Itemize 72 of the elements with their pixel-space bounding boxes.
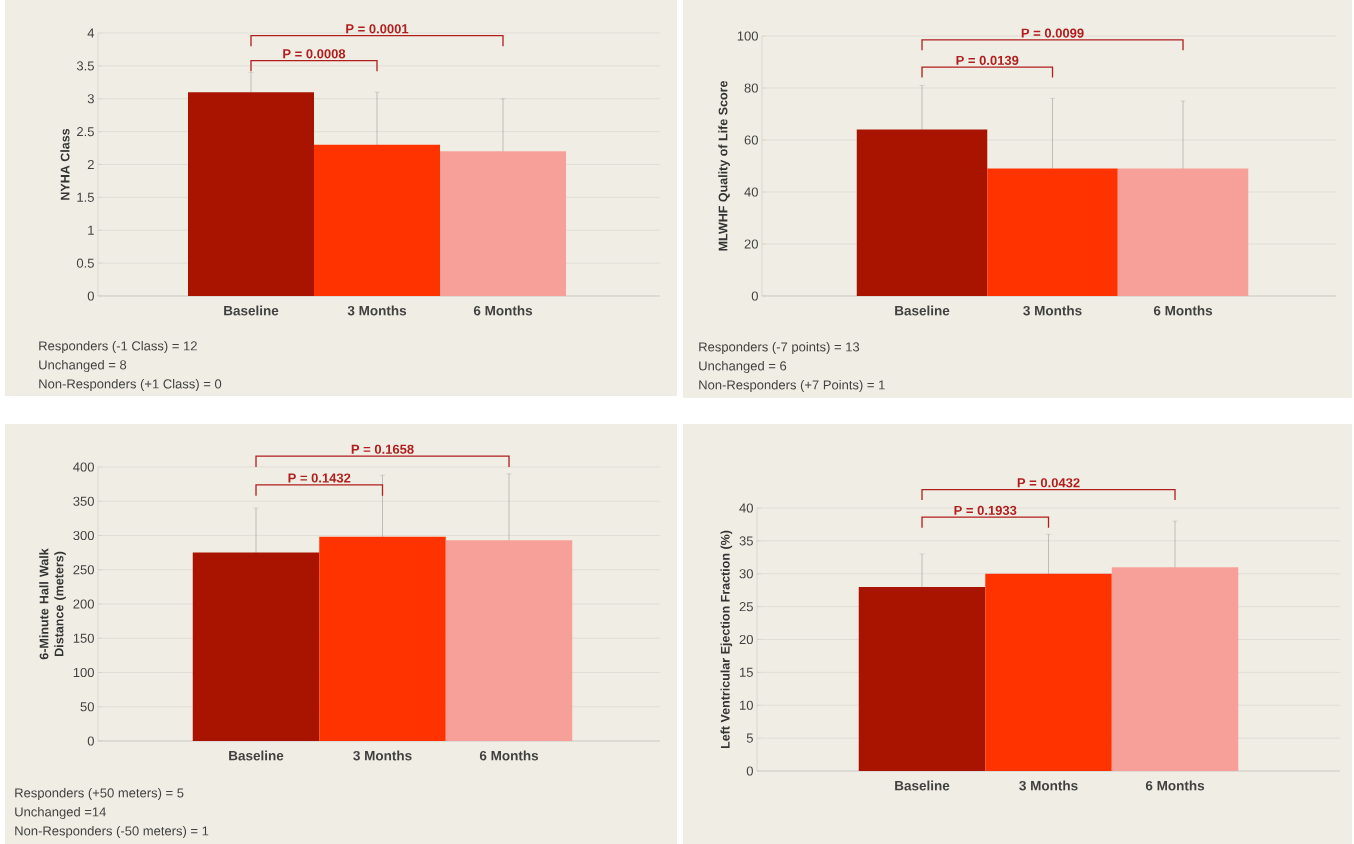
x-tick-label: 6 Months	[1153, 305, 1213, 316]
y-tick-label: 250	[73, 565, 94, 575]
y-tick-label: 3.5	[76, 61, 94, 71]
y-tick-label: 200	[73, 599, 94, 609]
y-tick-label: 5	[746, 733, 753, 743]
y-tick-label: 150	[73, 633, 94, 643]
x-tick-label: 3 Months	[1023, 305, 1082, 316]
y-tick-label: 100	[737, 31, 758, 41]
y-tick-label: 0.5	[76, 258, 94, 268]
bar	[440, 151, 567, 296]
y-axis-title: NYHA Class	[60, 128, 70, 200]
annotation: P = 0.0099	[1021, 28, 1084, 38]
text: P = 0.0432	[1017, 478, 1080, 488]
y-tick-label: 25	[739, 602, 753, 612]
annotation: P = 0.1933	[954, 505, 1017, 515]
text: Unchanged = 6	[699, 360, 787, 374]
bar	[314, 144, 440, 296]
text: Non-Responders (+7 Points) = 1	[699, 379, 885, 393]
y-tick-label: 4	[87, 28, 95, 38]
annotation: P = 0.0001	[346, 24, 409, 34]
y-tick-label: 0	[746, 766, 753, 776]
y-axis-title: 6-Minute Hall Walk Distance (meters)	[39, 548, 66, 660]
y-tick-label: 35	[739, 536, 753, 546]
text: P = 0.1658	[351, 444, 414, 454]
y-tick-label: 0	[751, 291, 758, 301]
x-tick-label: Baseline	[229, 750, 284, 761]
x-tick-label: 3 Months	[1019, 780, 1078, 791]
y-tick-label: 2	[87, 159, 94, 170]
x-tick-label: Baseline	[895, 780, 950, 791]
y-tick-label: 15	[740, 667, 753, 677]
text: Responders (+50 meters) = 5	[15, 787, 184, 801]
annotation: P = 0.0008	[283, 49, 346, 59]
bar	[192, 552, 320, 741]
y-tick-label: 40	[739, 503, 753, 513]
y-tick-label: 350	[73, 496, 94, 506]
text: Non-Responders (+1 Class) = 0	[39, 378, 222, 392]
bar	[188, 92, 314, 296]
y-axis-title: MLWHF Quality of Life Score	[718, 80, 730, 251]
y-tick-label: 20	[739, 634, 753, 645]
x-tick-label: 6 Months	[479, 750, 539, 761]
text: Unchanged = 8	[39, 359, 127, 373]
y-tick-label: 400	[73, 462, 94, 472]
x-tick-label: 3 Months	[353, 750, 412, 761]
y-tick-label: 20	[744, 239, 758, 249]
x-tick-label: Baseline	[224, 305, 279, 316]
annotation: P = 0.0139	[956, 55, 1019, 65]
y-tick-label: 60	[744, 135, 758, 145]
x-tick-label: Baseline	[895, 305, 950, 316]
y-tick-label: 10	[740, 700, 753, 710]
y-tick-label: 100	[73, 667, 94, 678]
bar	[319, 536, 446, 741]
x-tick-label: 3 Months	[347, 305, 407, 316]
y-tick-label: 0	[87, 291, 94, 301]
y-tick-label: 1.5	[77, 192, 94, 202]
text: Responders (-1 Class) = 12	[39, 340, 197, 354]
y-tick-label: 40	[744, 187, 758, 197]
text: Responders (-7 points) = 13	[699, 341, 860, 355]
annotation: P = 0.1432	[288, 473, 351, 483]
bar	[445, 540, 573, 741]
y-tick-label: 80	[744, 83, 758, 93]
y-tick-label: 2.5	[77, 127, 94, 137]
text: Unchanged =14	[15, 806, 106, 820]
y-tick-label: 30	[739, 569, 753, 579]
y-axis-title: Left Ventricular Ejection Fraction (%)	[720, 530, 733, 749]
y-tick-label: 300	[73, 530, 94, 541]
y-tick-label: 50	[80, 702, 94, 712]
x-tick-label: 6 Months	[1145, 780, 1205, 791]
x-tick-label: 6 Months	[473, 305, 533, 316]
y-tick-label: 1	[88, 225, 94, 235]
y-tick-label: 3	[87, 94, 94, 104]
y-tick-label: 0	[87, 736, 94, 746]
text: Non-Responders (-50 meters) = 1	[15, 825, 209, 839]
